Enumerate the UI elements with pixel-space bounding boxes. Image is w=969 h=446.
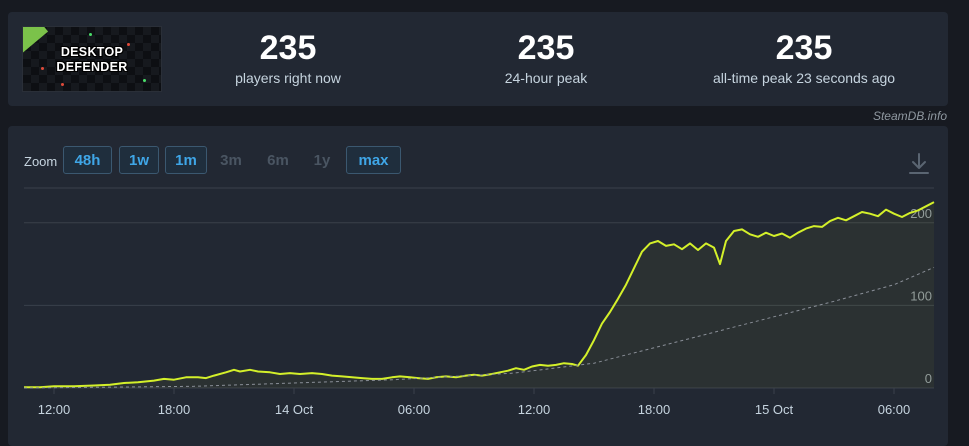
- game-logo[interactable]: DESKTOP DEFENDER: [22, 26, 162, 92]
- series-line-players: [24, 201, 935, 389]
- x-tick-label: 12:00: [518, 402, 551, 417]
- logo-dot: [143, 79, 146, 82]
- stat-current-players: 235 players right now: [178, 28, 398, 86]
- logo-text-line2: DEFENDER: [56, 60, 128, 74]
- x-tick-label: 14 Oct: [275, 402, 314, 417]
- stat-value: 235: [517, 29, 575, 67]
- stat-label: players right now: [235, 70, 341, 86]
- x-tick-label: 18:00: [638, 402, 671, 417]
- download-icon[interactable]: [908, 152, 930, 176]
- source-link[interactable]: SteamDB.info: [872, 109, 947, 123]
- zoom-max-button[interactable]: max: [346, 146, 401, 174]
- zoom-1y-button[interactable]: 1y: [313, 152, 331, 169]
- stat-value: 235: [775, 29, 833, 67]
- player-count-chart: 0 100 200 12:00 18:00 14 Oct 06:00 12:00 18:00 15…: [23, 187, 935, 417]
- y-tick-label: 0: [925, 371, 932, 386]
- stats-card: DESKTOP DEFENDER 235 players right now 2…: [8, 12, 948, 106]
- y-tick-label: 200: [910, 206, 932, 221]
- series-area: [24, 202, 934, 388]
- x-tick-label: 12:00: [38, 402, 71, 417]
- stat-all-time-peak: 235 all-time peak 23 seconds ago: [694, 28, 914, 86]
- chart-card: Zoom 48h 1w 1m 3m 6m 1y max: [8, 126, 948, 446]
- zoom-3m-button[interactable]: 3m: [220, 152, 242, 169]
- stat-label: 24-hour peak: [504, 70, 588, 86]
- zoom-48h-button[interactable]: 48h: [63, 146, 112, 174]
- series-line-trend: [23, 266, 935, 389]
- logo-text-line1: DESKTOP: [60, 45, 124, 59]
- y-tick-label: 100: [910, 288, 932, 303]
- logo-dot: [61, 83, 64, 86]
- x-tick-label: 18:00: [158, 402, 191, 417]
- logo-dot: [127, 43, 130, 46]
- logo-dot: [41, 67, 44, 70]
- zoom-1w-button[interactable]: 1w: [119, 146, 159, 174]
- x-tick-label: 06:00: [878, 402, 911, 417]
- zoom-6m-button[interactable]: 6m: [267, 152, 289, 169]
- x-tick-label: 15 Oct: [755, 402, 794, 417]
- logo-pattern: [23, 27, 161, 91]
- zoom-label: Zoom: [24, 154, 58, 169]
- stat-label: all-time peak 23 seconds ago: [712, 70, 896, 86]
- logo-dot: [89, 33, 92, 36]
- stat-24h-peak: 235 24-hour peak: [436, 28, 656, 86]
- zoom-1m-button[interactable]: 1m: [165, 146, 207, 174]
- stat-value: 235: [259, 29, 317, 67]
- x-tick-label: 06:00: [398, 402, 431, 417]
